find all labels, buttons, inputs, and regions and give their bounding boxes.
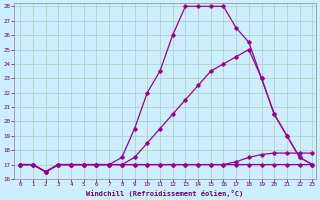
X-axis label: Windchill (Refroidissement éolien,°C): Windchill (Refroidissement éolien,°C) [86, 190, 244, 197]
